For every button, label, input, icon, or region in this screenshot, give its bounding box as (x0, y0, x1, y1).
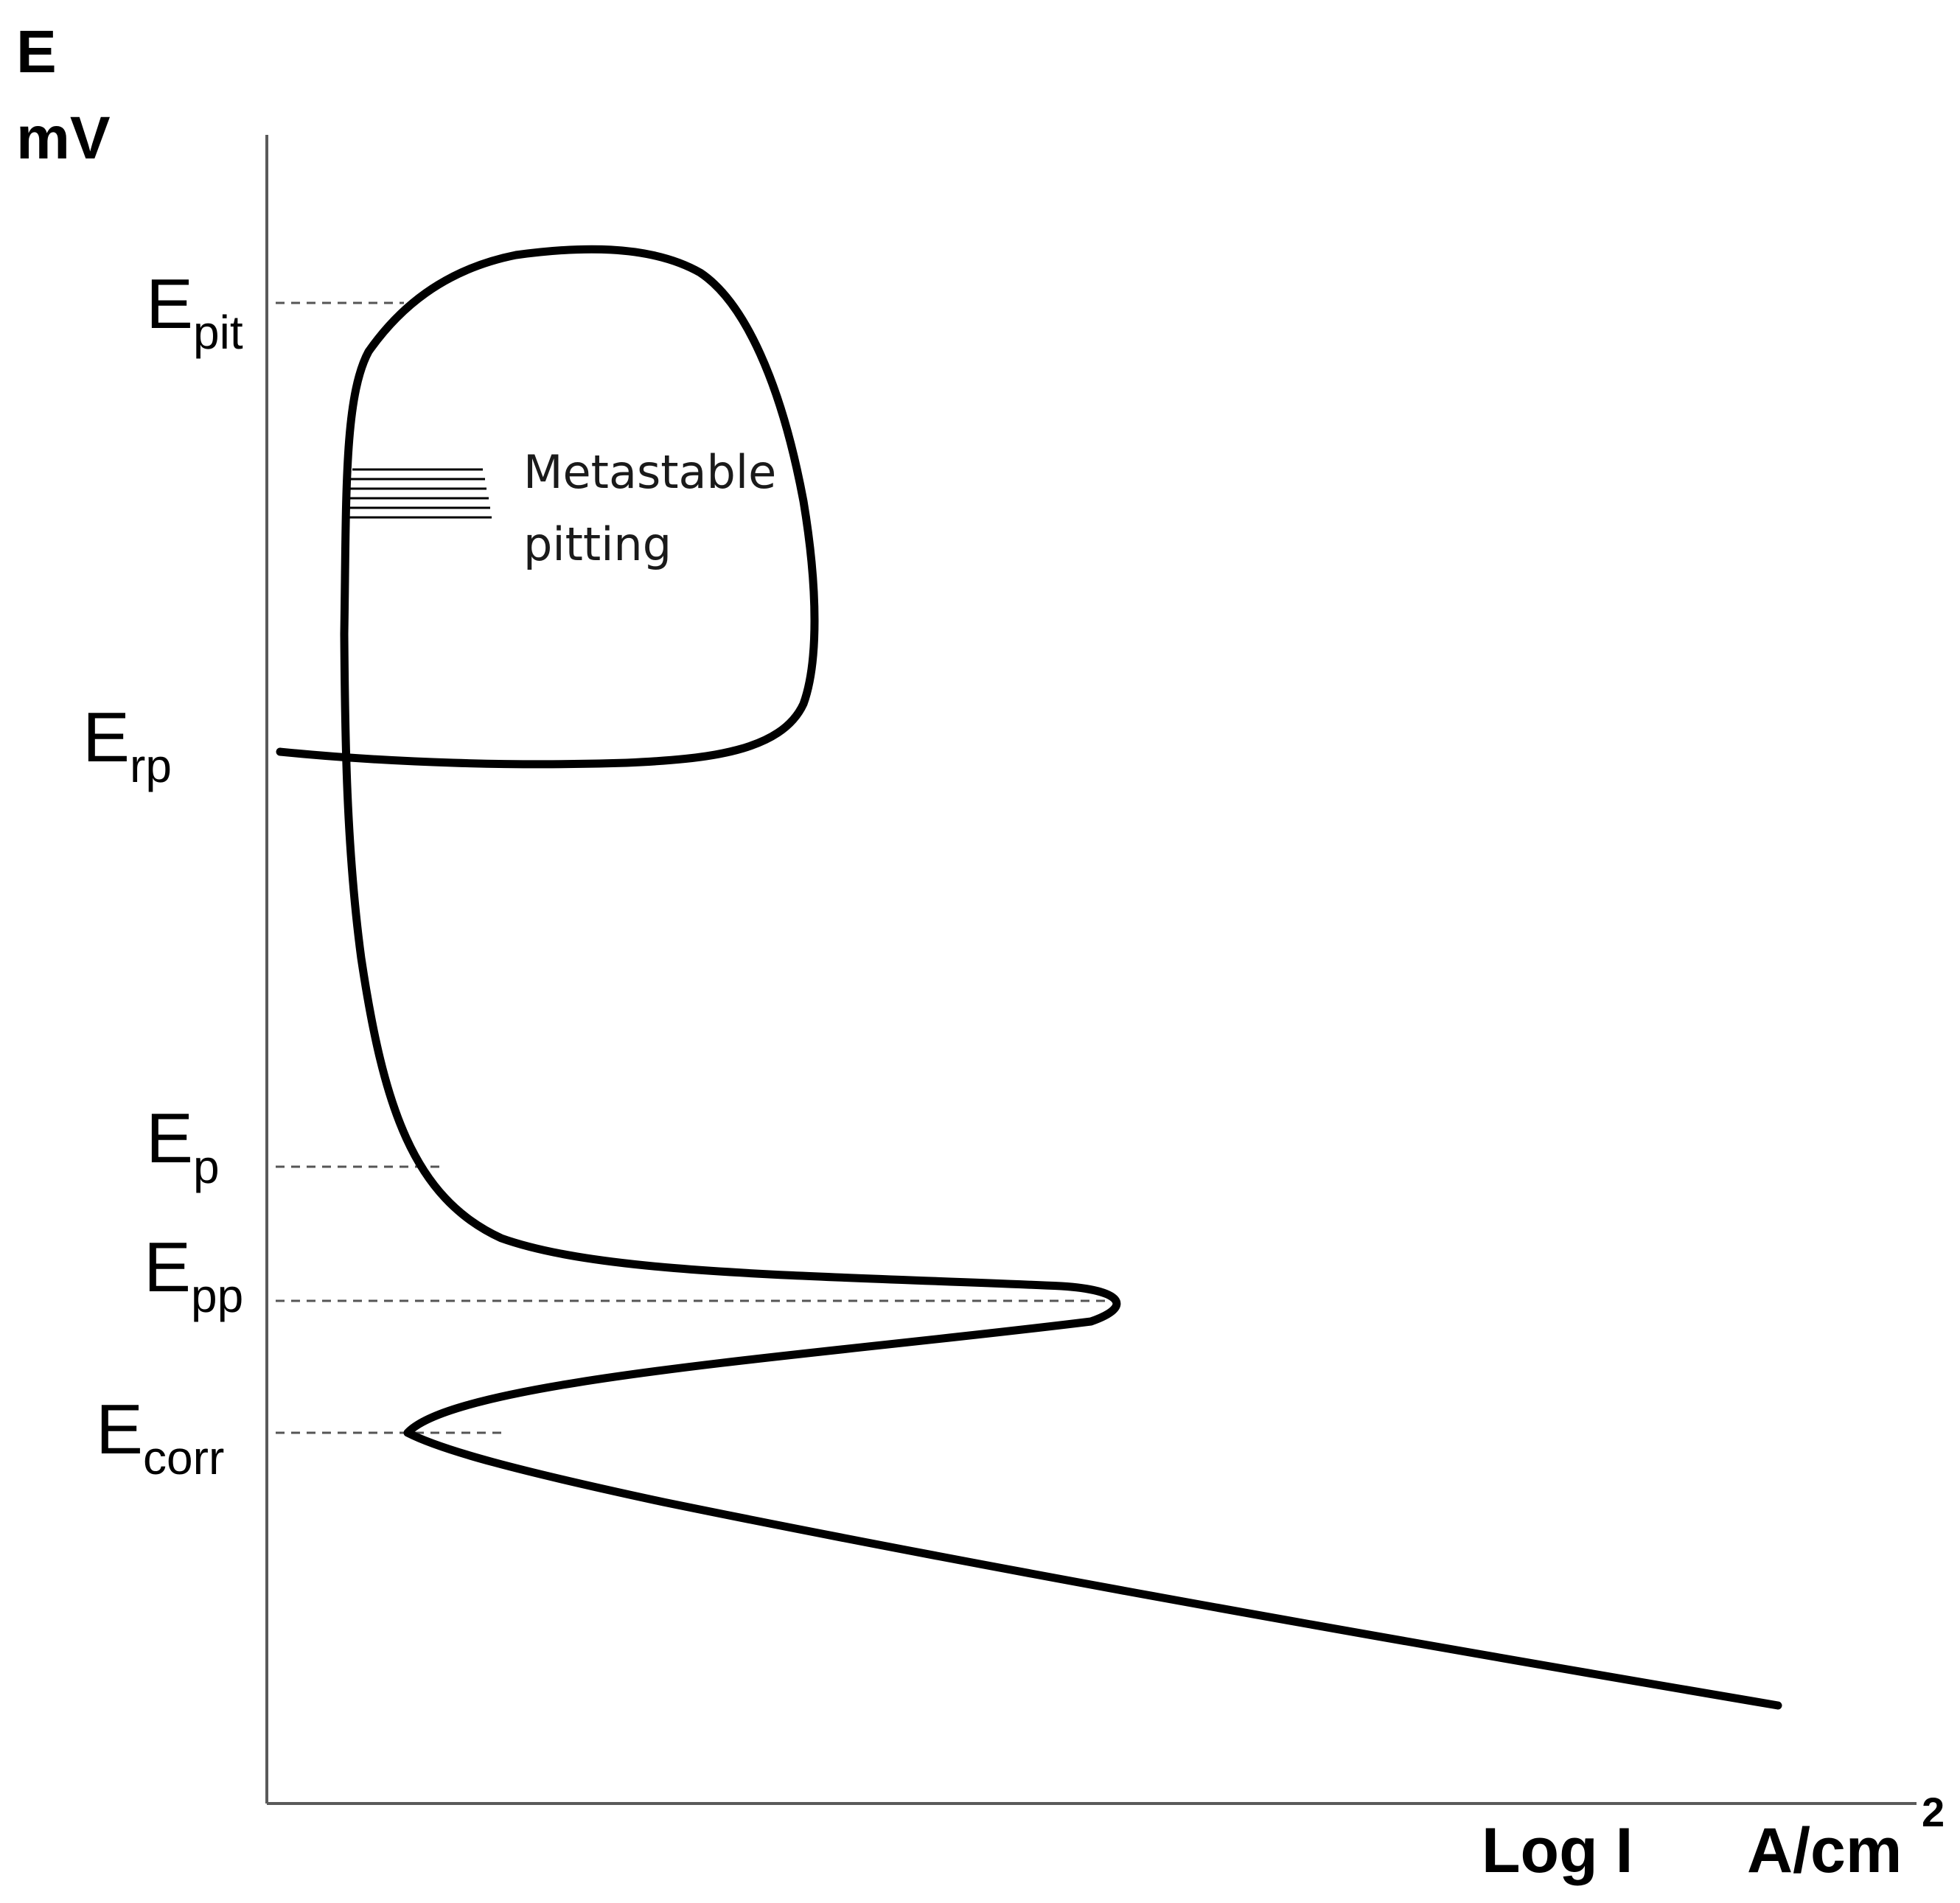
annotation-line-1: Metastable (523, 445, 776, 499)
polarization-curve (276, 245, 1782, 1710)
level-label-sub: pit (193, 306, 243, 359)
level-label-sub: corr (143, 1431, 224, 1484)
level-label-main: E (146, 1099, 193, 1178)
y-axis-title: E mV (16, 18, 111, 172)
metastable-hash-lines (344, 468, 492, 519)
metastable-pitting-annotation: Metastable pitting (523, 445, 776, 571)
level-label-epit: Epit (146, 265, 243, 359)
potential-labels: Epit Erp Ep Epp Ecorr (83, 265, 243, 1484)
axes (265, 135, 1917, 1805)
level-label-sub: rp (130, 739, 172, 792)
annotation-line-2: pitting (523, 517, 672, 571)
y-axis-symbol: E (16, 18, 57, 85)
level-label-sub: p (193, 1140, 220, 1193)
y-axis-unit: mV (16, 105, 111, 172)
level-label-ep: Ep (146, 1099, 220, 1193)
level-label-erp: Erp (83, 698, 172, 792)
x-axis-quantity: Log I (1482, 1815, 1633, 1886)
level-label-main: E (96, 1390, 143, 1469)
level-label-epp: Epp (144, 1228, 243, 1322)
level-label-main: E (146, 265, 193, 343)
level-label-main: E (83, 698, 130, 777)
level-label-sub: pp (191, 1269, 243, 1322)
level-label-ecorr: Ecorr (96, 1390, 224, 1484)
level-label-main: E (144, 1228, 191, 1307)
x-axis-unit-superscript: 2 (1922, 1789, 1945, 1835)
x-axis-unit: A/cm (1747, 1815, 1902, 1886)
